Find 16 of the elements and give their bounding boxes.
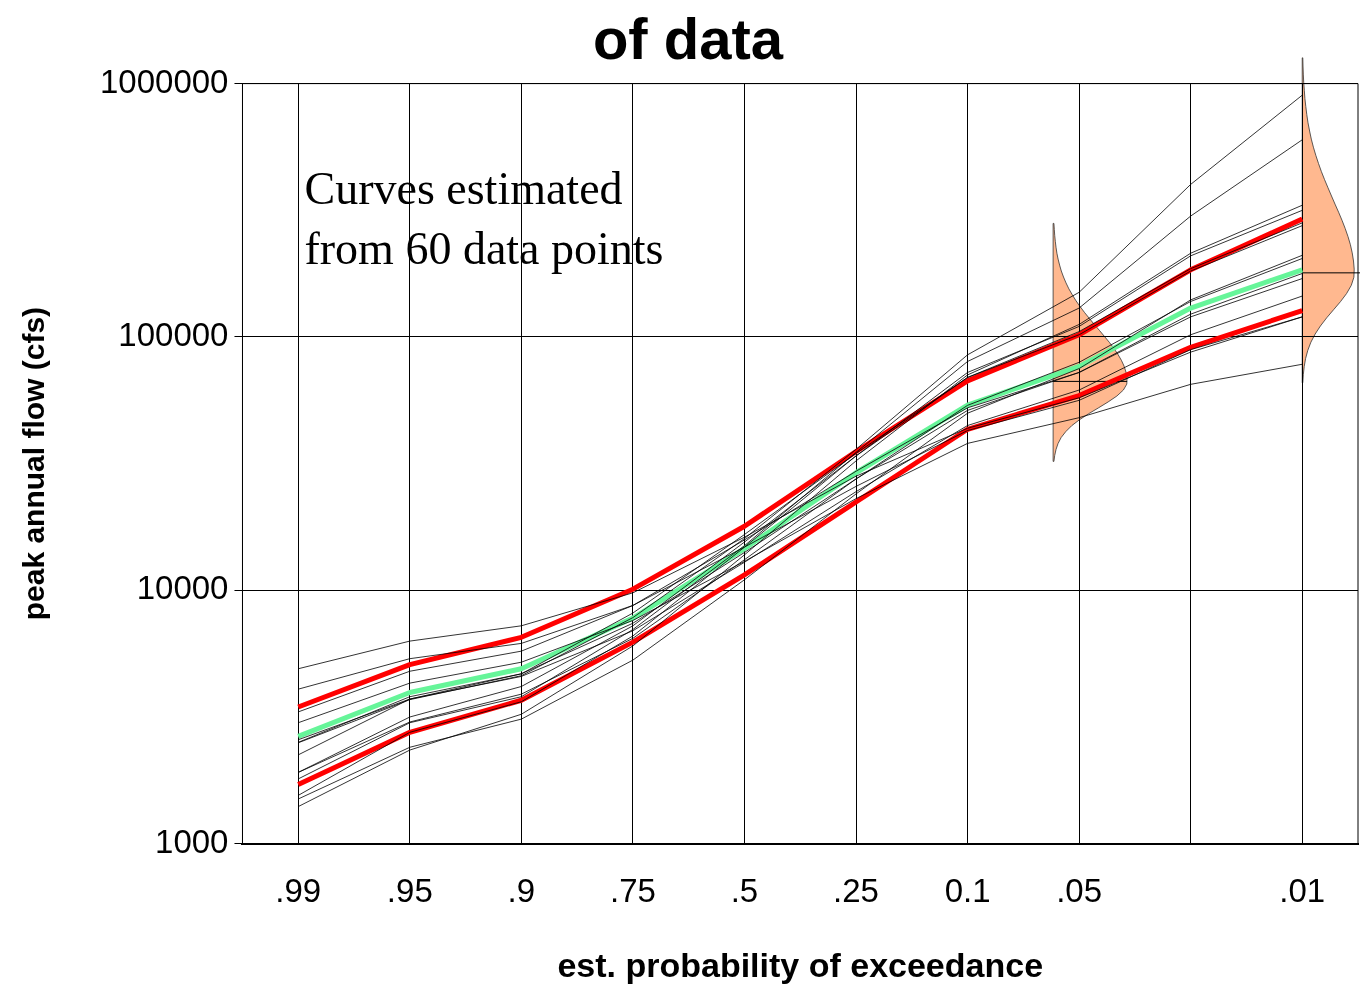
x-tick-label: .25 — [833, 872, 879, 910]
x-axis-title: est. probability of exceedance — [557, 945, 1044, 984]
x-tick-label: .01 — [1279, 872, 1326, 910]
chart-title: of data — [592, 5, 784, 71]
x-tick-label: .5 — [730, 872, 759, 910]
y-axis-title: peak annual flow (cfs) — [17, 306, 51, 621]
x-tick-label: .05 — [1056, 872, 1103, 910]
y-tick-label: 100000 — [118, 316, 229, 354]
x-tick-label: .75 — [609, 872, 656, 910]
y-tick-label: 1000000 — [99, 62, 229, 100]
x-tick-label: .95 — [386, 872, 433, 910]
x-tick-label: 0.1 — [944, 872, 991, 910]
y-tick-label: 1000 — [155, 822, 229, 860]
x-tick-label: .9 — [507, 872, 536, 910]
y-tick-label: 10000 — [136, 569, 229, 607]
x-tick-label: .99 — [275, 872, 322, 910]
